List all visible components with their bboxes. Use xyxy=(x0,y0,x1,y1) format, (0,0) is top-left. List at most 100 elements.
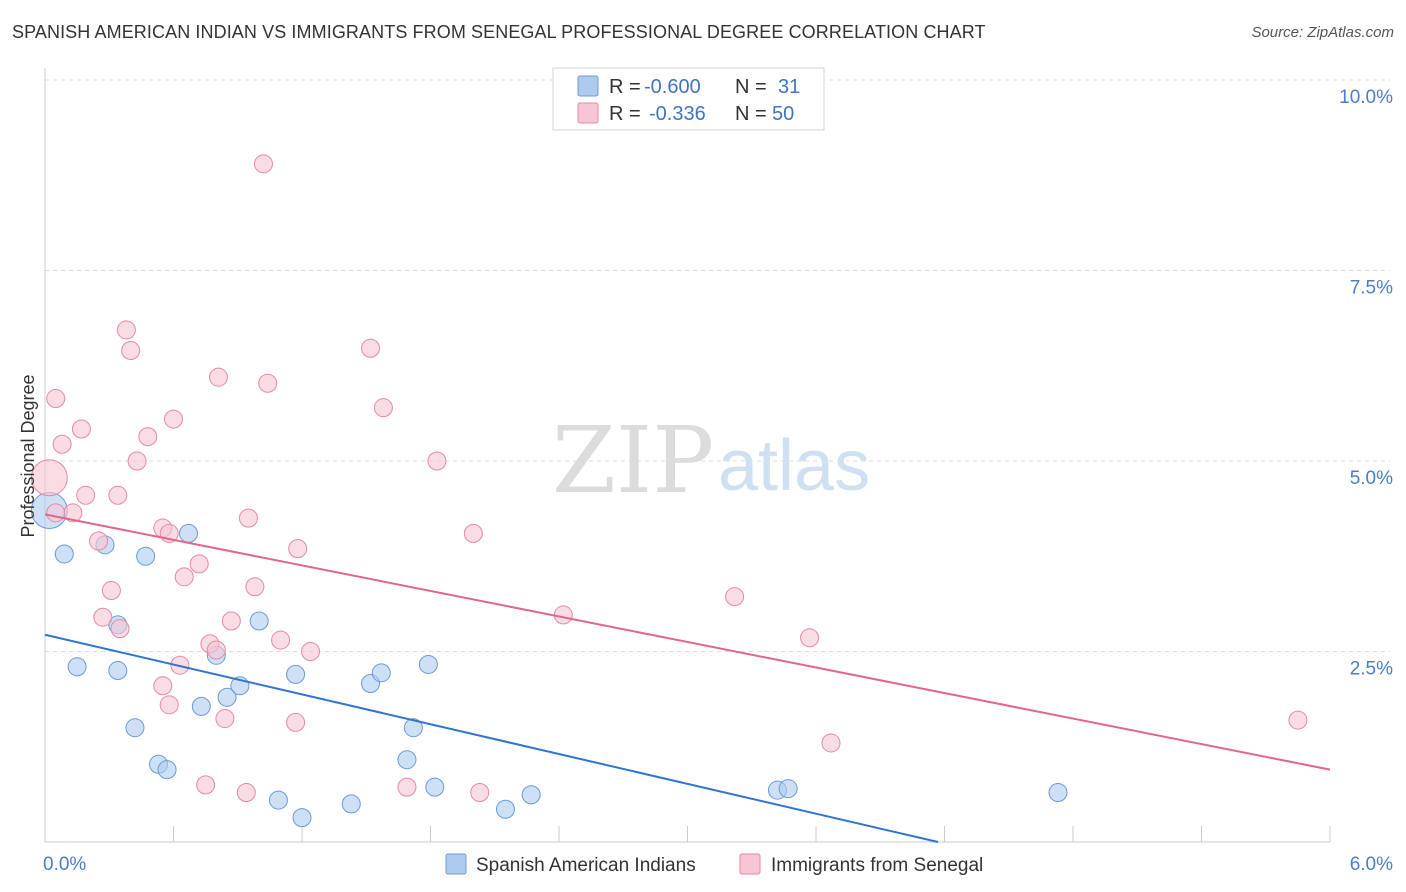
legend-n-value-1: 31 xyxy=(778,76,800,98)
point-series1-40 xyxy=(553,605,573,625)
point-series1-45 xyxy=(196,775,216,795)
point-series1-49 xyxy=(46,503,66,523)
point-series1-22 xyxy=(245,577,265,597)
point-series1-20 xyxy=(208,367,228,387)
series-legend: Spanish American Indians Immigrants from… xyxy=(445,853,983,876)
point-series0-9 xyxy=(249,611,269,631)
point-series1-30 xyxy=(258,373,278,393)
legend-swatch-pink xyxy=(577,102,599,124)
legend-n-label-1: N = xyxy=(735,76,767,98)
legend-n-label-2: N = xyxy=(735,103,767,125)
point-series0-10 xyxy=(125,718,145,738)
point-series1-1 xyxy=(46,389,66,409)
point-series0-14 xyxy=(286,664,306,684)
point-series0-4 xyxy=(178,523,198,543)
point-series1-4 xyxy=(76,485,96,505)
y-tick-label-3: 10.0% xyxy=(1339,87,1393,108)
point-series1-0 xyxy=(30,459,68,497)
point-series1-37 xyxy=(373,398,393,418)
point-series0-11 xyxy=(191,696,211,716)
grid-lines xyxy=(45,79,1390,652)
point-series1-42 xyxy=(800,628,820,648)
series-legend-swatch-blue xyxy=(445,853,467,875)
point-series0-30 xyxy=(1048,782,1068,802)
point-series1-47 xyxy=(397,777,417,797)
point-series1-39 xyxy=(463,523,483,543)
legend-r-value-1: -0.600 xyxy=(644,76,701,98)
legend-r-label-2: R = xyxy=(609,103,641,125)
y-tick-label-1: 5.0% xyxy=(1350,468,1393,489)
point-series1-38 xyxy=(427,451,447,471)
point-series0-26 xyxy=(495,799,515,819)
point-series1-3 xyxy=(71,419,91,439)
point-series1-7 xyxy=(89,531,109,551)
point-series0-25 xyxy=(341,794,361,814)
point-series1-32 xyxy=(271,630,291,650)
point-series1-9 xyxy=(93,607,113,627)
point-series1-44 xyxy=(1288,710,1308,730)
point-series1-15 xyxy=(164,409,183,429)
point-series0-23 xyxy=(268,790,288,810)
point-series1-31 xyxy=(253,154,273,174)
watermark-zip: ZIP xyxy=(552,407,714,514)
source-note: Source: ZipAtlas.com xyxy=(1251,24,1394,41)
point-series0-29 xyxy=(778,779,798,799)
point-series0-16 xyxy=(371,663,391,683)
point-series1-12 xyxy=(121,341,141,361)
point-series0-3 xyxy=(136,546,156,566)
point-series0-18 xyxy=(403,718,423,738)
tick-labels: 2.5% 5.0% 7.5% 10.0% 0.0% 6.0% xyxy=(43,87,1393,875)
series-legend-label-blue: Spanish American Indians xyxy=(476,855,696,876)
point-series0-24 xyxy=(292,808,312,828)
point-series0-17 xyxy=(418,654,438,674)
series-legend-swatch-pink xyxy=(739,853,761,875)
point-series1-25 xyxy=(206,640,226,660)
watermark-atlas: atlas xyxy=(718,426,870,506)
trend-line-series1 xyxy=(44,513,1331,771)
point-series1-41 xyxy=(725,587,745,607)
point-series1-11 xyxy=(116,320,136,340)
y-tick-label-2: 7.5% xyxy=(1350,278,1393,299)
point-series1-8 xyxy=(101,581,121,601)
legend-n-value-2: 50 xyxy=(772,103,794,125)
point-series0-12 xyxy=(217,687,237,707)
correlation-legend: R = -0.600 N = 31 R = -0.336 N = 50 xyxy=(552,67,825,131)
trend-lines xyxy=(44,513,1331,843)
point-series1-2 xyxy=(52,434,72,454)
x-tick-label-1: 6.0% xyxy=(1350,854,1393,875)
y-tick-label-0: 2.5% xyxy=(1350,659,1393,680)
point-series1-21 xyxy=(238,508,258,528)
point-series1-29 xyxy=(215,709,235,729)
y-axis-label: Professional Degree xyxy=(18,374,38,537)
x-tick-label-0: 0.0% xyxy=(43,854,86,875)
point-series0-22 xyxy=(425,777,445,797)
point-series1-46 xyxy=(236,782,256,802)
watermark: ZIP atlas xyxy=(552,407,870,514)
point-series1-35 xyxy=(286,712,306,732)
point-series1-18 xyxy=(174,567,194,587)
point-series0-20 xyxy=(157,760,177,780)
point-series0-1 xyxy=(54,544,74,564)
point-series1-23 xyxy=(221,611,241,631)
trend-line-series0 xyxy=(44,633,939,843)
point-series1-33 xyxy=(288,539,308,559)
point-series1-43 xyxy=(821,733,841,753)
point-series1-13 xyxy=(138,427,158,447)
legend-r-label-1: R = xyxy=(609,76,641,98)
point-series1-34 xyxy=(301,642,321,661)
point-series0-27 xyxy=(521,785,541,805)
data-points xyxy=(30,154,1308,828)
legend-swatch-blue xyxy=(577,75,599,97)
point-series0-21 xyxy=(397,750,417,770)
axes xyxy=(44,68,1331,843)
point-series1-27 xyxy=(153,676,173,696)
chart-title: SPANISH AMERICAN INDIAN VS IMMIGRANTS FR… xyxy=(12,22,986,42)
point-series1-10 xyxy=(110,619,130,639)
point-series1-36 xyxy=(361,338,381,358)
point-series0-6 xyxy=(67,657,87,677)
series-legend-label-pink: Immigrants from Senegal xyxy=(771,855,983,876)
point-series1-14 xyxy=(127,451,147,471)
point-series1-28 xyxy=(159,695,179,715)
point-series0-7 xyxy=(108,661,128,681)
